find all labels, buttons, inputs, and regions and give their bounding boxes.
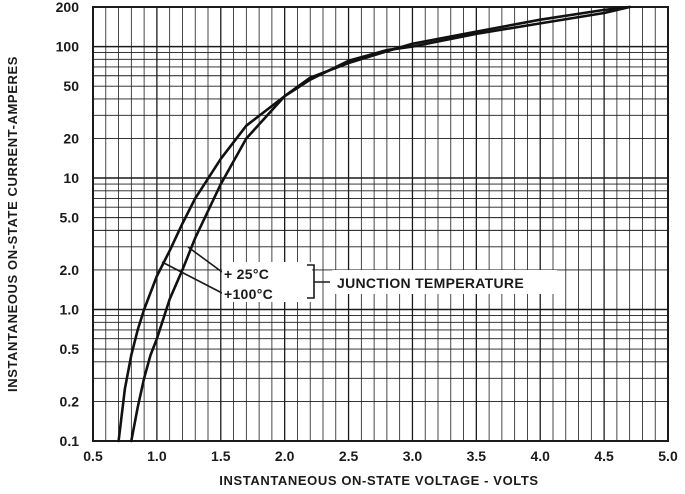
label-100c: +100°C <box>224 286 273 302</box>
plot-frame <box>92 6 669 442</box>
leader-line-25 <box>187 246 223 273</box>
y-axis-label: INSTANTANEOUS ON-STATE CURRENT-AMPERES <box>5 56 20 392</box>
y-tick-label: 5.0 <box>60 210 80 226</box>
x-axis-label: INSTANTANEOUS ON-STATE VOLTAGE - VOLTS <box>219 473 538 488</box>
y-tick-label: 100 <box>56 39 80 55</box>
y-tick-label: 10 <box>63 170 79 186</box>
series-line-25c <box>117 5 631 443</box>
grid-lines <box>92 6 669 442</box>
x-tick-labels: 0.5 1.0 1.5 2.0 2.5 3.0 3.5 4.0 4.5 5.0 <box>83 448 678 464</box>
x-tick-label: 2.5 <box>339 448 359 464</box>
y-tick-label: 1.0 <box>60 302 80 318</box>
label-25c: + 25°C <box>224 266 269 282</box>
y-tick-label: 50 <box>63 78 79 94</box>
x-tick-label: 0.5 <box>83 448 103 464</box>
y-tick-label: 0.2 <box>60 393 80 409</box>
series-line-100c <box>130 5 631 443</box>
x-tick-label: 5.0 <box>658 448 678 464</box>
y-tick-label: 0.5 <box>60 341 80 357</box>
y-tick-label: 20 <box>63 130 79 146</box>
y-tick-labels: 0.1 0.2 0.5 1.0 2.0 5.0 10 20 50 100 200 <box>56 0 80 449</box>
y-tick-label: 0.1 <box>60 433 80 449</box>
leader-line-100 <box>161 261 223 294</box>
x-tick-label: 4.0 <box>530 448 550 464</box>
y-tick-label: 2.0 <box>60 262 80 278</box>
temperature-annotation: + 25°C +100°C JUNCTION TEMPERATURE <box>161 246 557 302</box>
annotation-label-bg <box>222 262 312 302</box>
y-tick-label: 200 <box>56 0 80 15</box>
x-tick-label: 1.5 <box>211 448 231 464</box>
x-tick-label: 3.5 <box>467 448 487 464</box>
x-tick-label: 3.0 <box>403 448 423 464</box>
junction-temperature-label: JUNCTION TEMPERATURE <box>337 275 524 291</box>
x-tick-label: 1.0 <box>147 448 167 464</box>
x-tick-label: 2.0 <box>275 448 295 464</box>
series-lines <box>117 5 631 443</box>
annotation-bracket <box>307 264 330 299</box>
x-tick-label: 4.5 <box>594 448 614 464</box>
junction-label-bg <box>332 270 557 294</box>
